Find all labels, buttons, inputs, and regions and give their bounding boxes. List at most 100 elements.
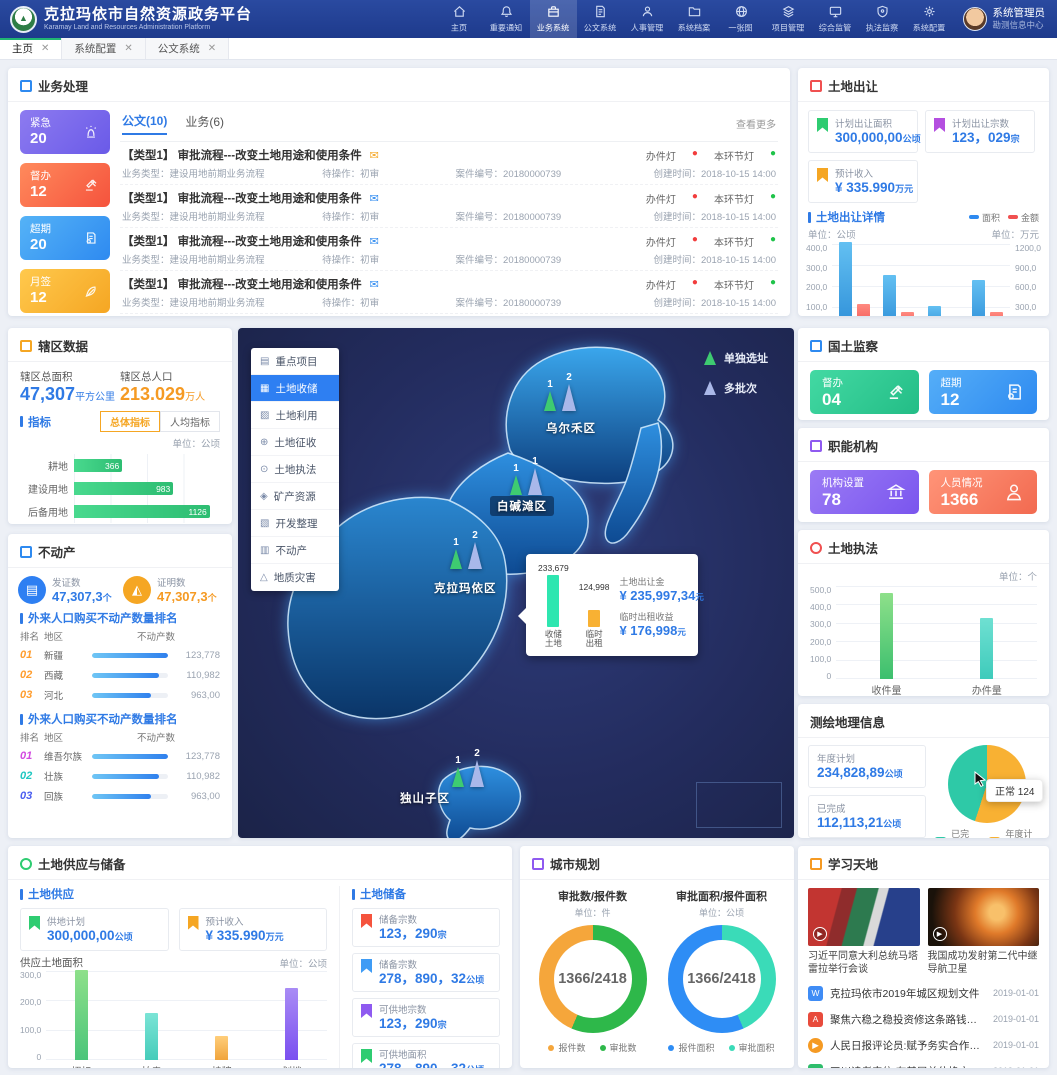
document-icon: [595, 5, 605, 18]
video-thumbnail[interactable]: ▶: [927, 888, 1039, 946]
real-estate-panel: 不动产 ▤ 发证数 47,307,3个 ◭ 证明数 47,307,3个 外来人口…: [8, 534, 232, 838]
card-supervise[interactable]: 督办 12: [20, 163, 110, 207]
toggle-per-capita-indicator[interactable]: 人均指标: [160, 411, 220, 432]
tag-icon: [361, 1004, 372, 1018]
rank-row[interactable]: 02 壮族 110,982: [20, 770, 220, 783]
markers-baijiantan[interactable]: 1 1: [510, 456, 542, 495]
nav-supervision[interactable]: 综合监管: [812, 0, 859, 38]
business-row[interactable]: 【类型1】 审批流程---改变土地用途和使用条件✉ 办件灯●本环节灯● 业务类型…: [120, 142, 778, 185]
nav-document-system[interactable]: 公文系统: [577, 0, 624, 38]
tooltip-rental-income: 临时出租收益 ¥ 176,998元: [619, 611, 686, 638]
view-more-link[interactable]: 查看更多: [736, 120, 776, 131]
close-icon[interactable]: ✕: [124, 43, 133, 54]
article-row[interactable]: W 克拉玛依市2019年城区规划文件 2019-01-01: [808, 980, 1039, 1006]
menu-development[interactable]: ▧ 开发整理: [251, 510, 339, 537]
nav-one-map[interactable]: 一张图: [718, 0, 765, 38]
markers-dushanzi[interactable]: 1 2: [452, 748, 484, 787]
nav-projects[interactable]: 项目管理: [765, 0, 812, 38]
user-menu[interactable]: 系统管理员 勘测信息中心: [953, 7, 1057, 31]
panel-title: 国土监察: [828, 340, 879, 354]
approvals-donut-chart[interactable]: 1366/2418: [538, 925, 647, 1033]
donut-approvals: 审批数/报件数 单位：件 1366/2418 报件数 审批数: [528, 886, 657, 1054]
proof-icon: ◭: [123, 575, 151, 604]
district-tail[interactable]: [604, 422, 663, 544]
video-item[interactable]: ▶ 习近平同意大利总统马塔雷拉举行会谈: [808, 888, 920, 976]
card-personnel[interactable]: 人员情况 1366: [928, 470, 1037, 514]
close-icon[interactable]: ✕: [41, 43, 50, 54]
article-row[interactable]: A 聚焦六稳之稳投资修这条路钱花得值 2019-01-01: [808, 1006, 1039, 1032]
menu-land-enforcement[interactable]: ⊙ 土地执法: [251, 456, 339, 483]
menu-real-estate[interactable]: ▥ 不动产: [251, 537, 339, 564]
land-transfer-panel: 土地出让 计划出让面积 300,000,00公顷 计划出让宗数 123，029宗…: [798, 68, 1049, 316]
business-row[interactable]: 【类型1】 审批流程---改变土地用途和使用条件✉ 办件灯●本环节灯● 业务类型…: [120, 314, 778, 316]
nav-archives[interactable]: 系统档案: [671, 0, 718, 38]
rank-row[interactable]: 03 河北 963,00: [20, 689, 220, 702]
legend-submitted: 报件数: [548, 1041, 586, 1054]
video-thumbnail[interactable]: ▶: [808, 888, 920, 946]
rank-row[interactable]: 03 回族 963,00: [20, 790, 220, 803]
nav-notifications[interactable]: 重要通知: [483, 0, 530, 38]
menu-mineral-resources[interactable]: ◈ 矿产资源: [251, 483, 339, 510]
legend-multi-batch: 多批次: [704, 380, 768, 396]
section-reserve: 土地储备: [352, 886, 500, 902]
tab-doc-system[interactable]: 公文系统 ✕: [145, 38, 230, 59]
business-row[interactable]: 【类型1】 审批流程---改变土地用途和使用条件✉ 办件灯●本环节灯● 业务类型…: [120, 228, 778, 271]
menu-geo-disaster[interactable]: △ 地质灾害: [260, 572, 316, 584]
stat-supply-plan: 供地计划 300,000,00公顷: [20, 908, 169, 951]
stat-total-population: 辖区总人口 213.029万人: [120, 371, 206, 404]
nav-home[interactable]: 主页: [436, 0, 483, 38]
reserve-stat: 可供地宗数 123，290宗: [352, 998, 500, 1037]
menu-land-expropriation[interactable]: ⊕ 土地征收: [251, 429, 339, 456]
legend-amount[interactable]: 金额: [1007, 211, 1039, 224]
tab-documents[interactable]: 公文(10): [122, 112, 168, 135]
close-icon[interactable]: ✕: [207, 43, 217, 54]
status-dot-green: ●: [769, 190, 776, 202]
card-supervise-count[interactable]: 督办 04: [810, 370, 919, 414]
bank-icon: [885, 484, 906, 499]
tab-business[interactable]: 业务(6): [185, 115, 225, 129]
nav-settings[interactable]: 系统配置: [906, 0, 953, 38]
nav-hr[interactable]: 人事管理: [624, 0, 671, 38]
briefcase-icon: [547, 6, 559, 17]
single-site-marker: [544, 391, 556, 411]
tab-home[interactable]: 主页 ✕: [0, 38, 63, 59]
card-monthly-sign[interactable]: 月签 12: [20, 269, 110, 313]
monitor-icon: [829, 6, 841, 18]
rank-row[interactable]: 01 维吾尔族 123,778: [20, 750, 220, 763]
rank-row[interactable]: 01 新疆 123,778: [20, 649, 220, 662]
tooltip-bar-rental: 124,998 临时 出租: [578, 582, 610, 648]
nav-enforcement[interactable]: 执法监察: [859, 0, 906, 38]
legend-area[interactable]: 面积: [968, 211, 1000, 224]
markers-wuerhe[interactable]: 1 2: [544, 372, 576, 411]
tab-settings[interactable]: 系统配置 ✕: [62, 38, 146, 59]
urban-planning-panel: 城市规划 审批数/报件数 单位：件 1366/2418 报件数 审批数 审批面积…: [520, 846, 794, 1068]
panel-title: 学习天地: [828, 858, 879, 872]
person-icon: [1006, 484, 1022, 501]
legend-swatch: [1007, 215, 1018, 219]
menu-land-storage[interactable]: ▦ 土地收储: [251, 375, 339, 402]
video-item[interactable]: ▶ 我国成功发射第二代中继导航卫星: [927, 888, 1039, 976]
app-logo: [10, 5, 37, 33]
status-dot-green: ●: [769, 147, 776, 159]
business-row[interactable]: 【类型1】 审批流程---改变土地用途和使用条件✉ 办件灯●本环节灯● 业务类型…: [120, 185, 778, 228]
menu-key-projects[interactable]: ▤ 重点项目: [251, 348, 339, 375]
user-org: 勘测信息中心: [992, 20, 1044, 30]
envelope-icon: ✉: [369, 235, 379, 248]
rank-row[interactable]: 02 西藏 110,982: [20, 669, 220, 682]
card-institutions[interactable]: 机构设置 78: [810, 470, 919, 514]
toggle-total-indicator[interactable]: 总体指标: [100, 411, 160, 432]
areas-donut-chart[interactable]: 1366/2418: [667, 925, 776, 1033]
business-row[interactable]: 【类型1】 审批流程---改变土地用途和使用条件✉ 办件灯●本环节灯● 业务类型…: [120, 271, 778, 314]
card-overdue[interactable]: 超期 20: [20, 216, 110, 260]
article-row[interactable]: ▶ 人民日报评论员:赋予务实合作新的... 2019-01-01: [808, 1032, 1039, 1058]
multi-batch-marker: [562, 384, 576, 411]
label-baijiantan: 白碱滩区: [490, 496, 554, 516]
card-overdue-count[interactable]: 超期 12: [928, 370, 1037, 414]
menu-land-use[interactable]: ▨ 土地利用: [251, 402, 339, 429]
markers-karamay[interactable]: 1 2: [450, 530, 482, 569]
status-dot-red: ●: [691, 190, 698, 202]
card-urgent[interactable]: 紧急 20: [20, 110, 110, 154]
panel-title: 土地执法: [828, 542, 879, 556]
article-row[interactable]: X 四川读者来信:有基层单位换衣服拍... 2019-01-01: [808, 1058, 1039, 1068]
nav-business-system[interactable]: 业务系统: [529, 0, 577, 38]
